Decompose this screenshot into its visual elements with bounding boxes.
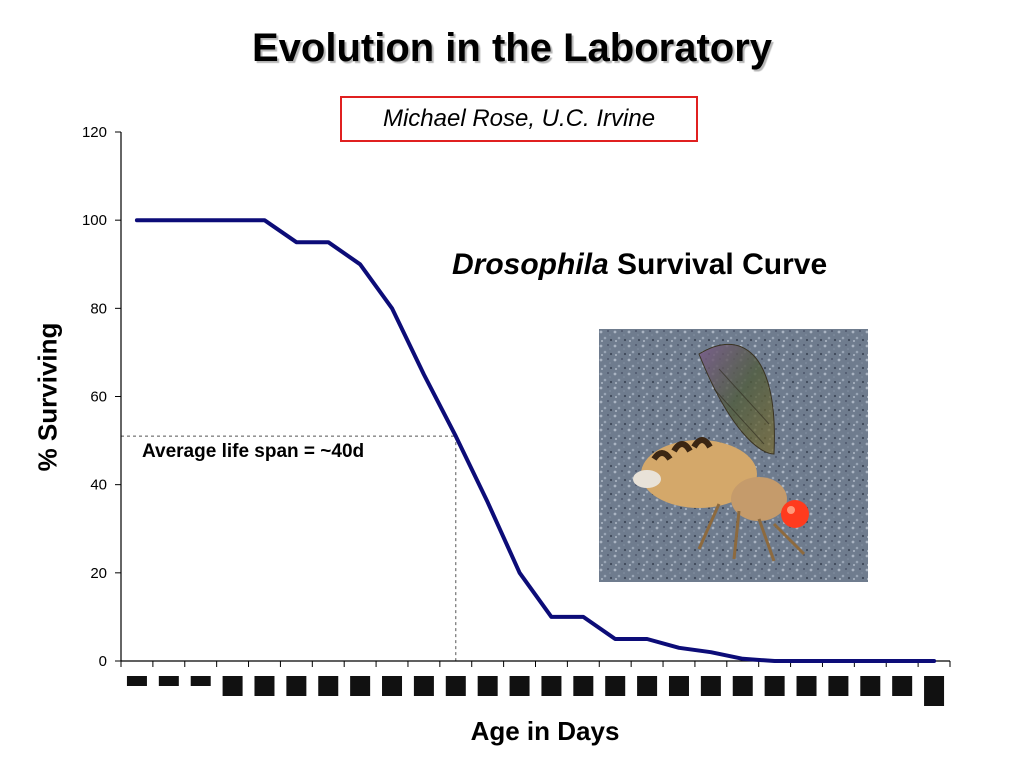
y-tick-label: 20 [90, 565, 107, 582]
slide-title: Evolution in the Laboratory [251, 26, 773, 70]
average-lifespan-guides [121, 435, 457, 661]
x-tick-label-obscured [286, 676, 307, 696]
x-tick-label-obscured [445, 676, 466, 696]
x-tick-label-obscured [158, 676, 179, 686]
fly-photo [599, 329, 868, 582]
subtitle-italic: Drosophila [452, 248, 609, 281]
x-tick-label-obscured [382, 676, 403, 696]
x-tick-label-obscured [668, 676, 689, 696]
x-tick-label-obscured [828, 676, 849, 696]
chart-axes: 0 20 40 60 80 100 120 [82, 124, 951, 670]
y-tick-label: 60 [90, 389, 107, 406]
x-tick-label-obscured [764, 676, 785, 696]
y-tick-label: 120 [82, 124, 107, 141]
x-tick-label-obscured [860, 676, 881, 696]
x-tick-label-obscured [190, 676, 211, 686]
x-tick-label-obscured [254, 676, 275, 696]
x-tick-label-obscured [413, 676, 434, 696]
series-layer [134, 218, 937, 663]
x-tick-label-obscured [509, 676, 530, 696]
x-tick-label-obscured [796, 676, 817, 696]
x-tick-label-obscured [477, 676, 498, 696]
x-tick-label-obscured [350, 676, 371, 696]
author-box: Michael Rose, U.C. Irvine [340, 96, 698, 142]
y-tick-label: 100 [82, 212, 107, 229]
chart-subtitle: Drosophila Survival Curve [452, 248, 827, 282]
x-tick-label-obscured [318, 676, 339, 696]
x-tick-label-obscured [573, 676, 594, 696]
x-tick-label-obscured [924, 676, 945, 706]
y-tick-label: 40 [90, 477, 107, 494]
x-tick-label-obscured [541, 676, 562, 696]
x-tick-label-obscured [605, 676, 626, 696]
x-tick-label-obscured [637, 676, 658, 696]
average-lifespan-annotation: Average life span = ~40d [142, 441, 365, 462]
x-tick-label-obscured [732, 676, 753, 696]
survival-series-line [134, 218, 937, 663]
x-tick-label-obscured [126, 676, 147, 686]
x-tick-label-obscured [700, 676, 721, 696]
subtitle-rest: Survival Curve [608, 248, 828, 281]
x-axis-label: Age in Days [470, 716, 620, 746]
x-tick-label-obscured [892, 676, 913, 696]
y-tick-label: 0 [99, 653, 107, 670]
x-tick-label-obscured [222, 676, 243, 696]
x-tick-label-blocks [126, 676, 945, 706]
y-tick-label: 80 [90, 300, 107, 317]
author-label: Michael Rose, U.C. Irvine [382, 105, 656, 132]
